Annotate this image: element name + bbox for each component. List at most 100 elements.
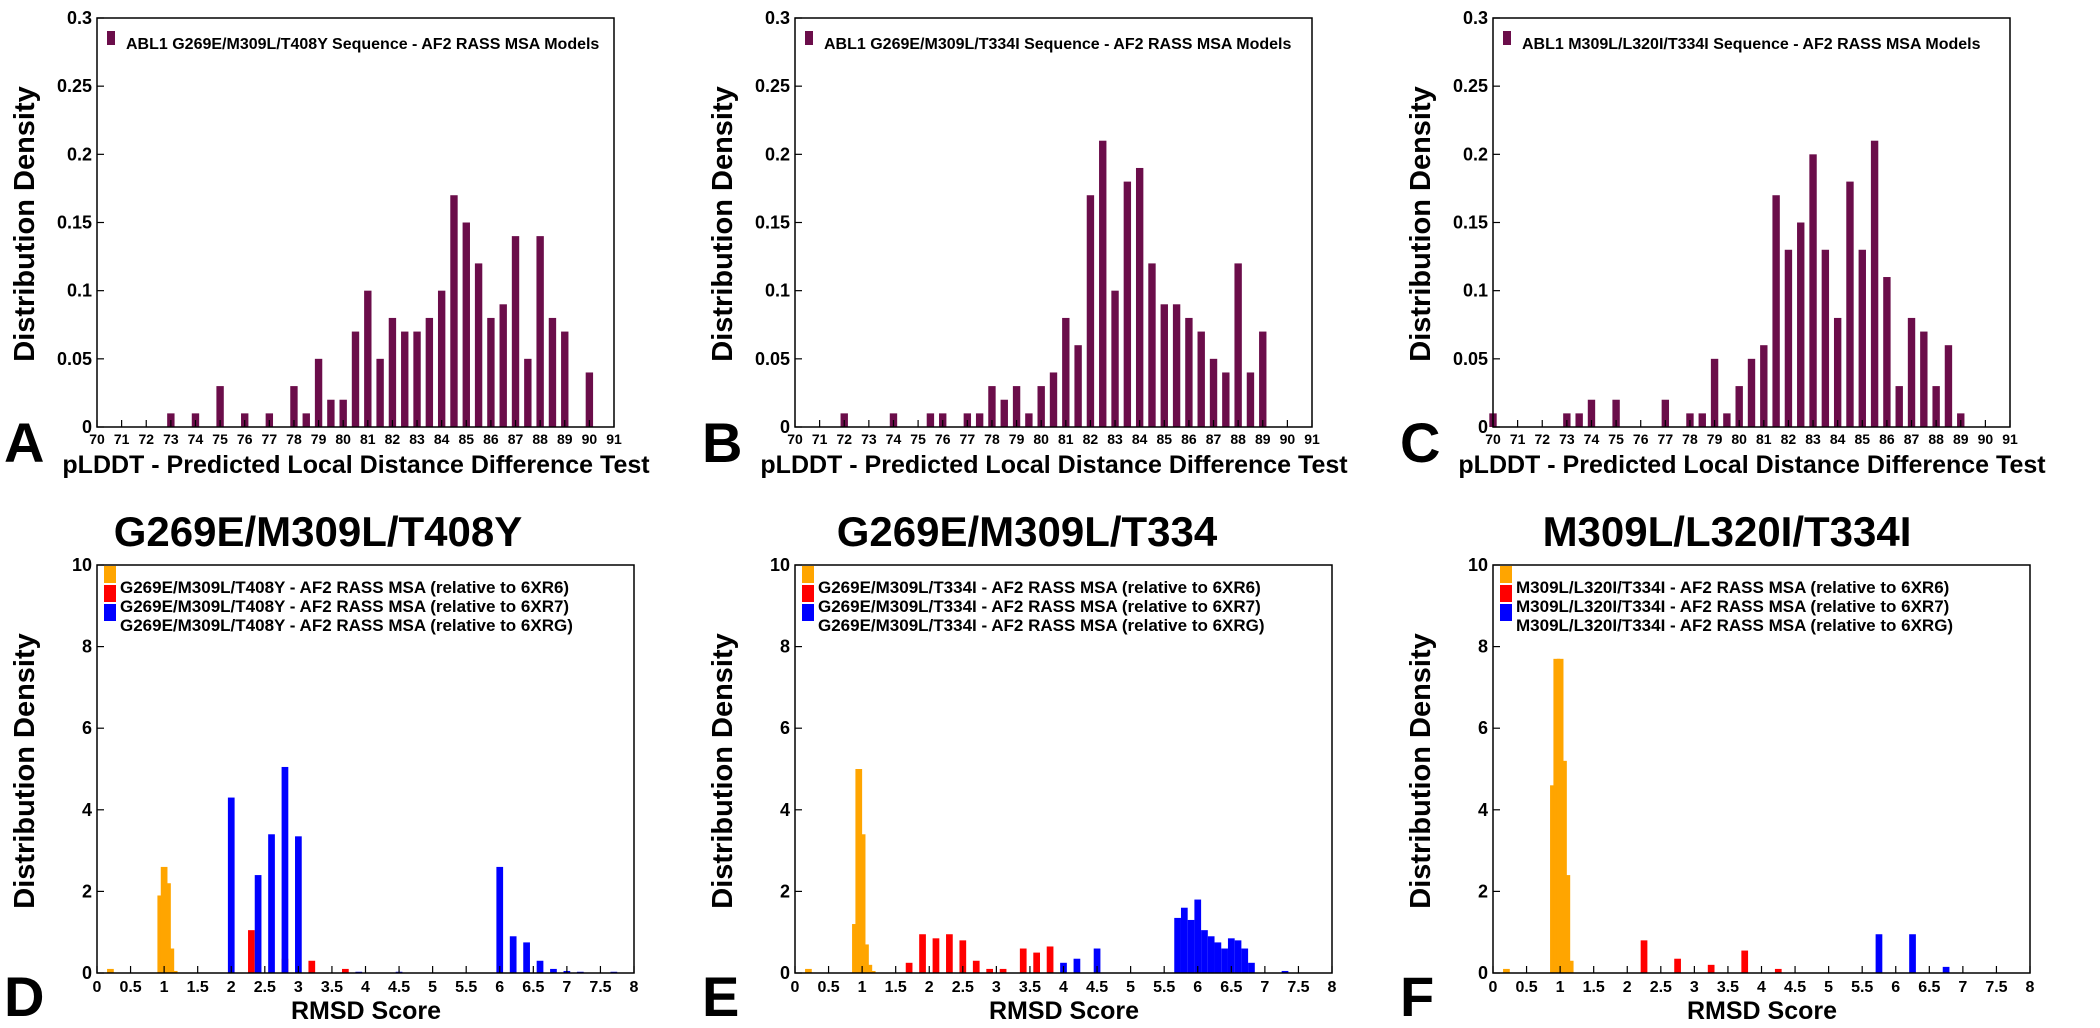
bar-mark — [1587, 399, 1596, 427]
x-axis-label: RMSD Score — [989, 997, 1139, 1025]
x-tick-label: 80 — [1033, 431, 1049, 447]
y-tick-label: 0 — [1478, 963, 1488, 983]
bar-mark — [1895, 386, 1903, 427]
bar-mark — [281, 766, 289, 973]
x-tick-label: 0 — [791, 979, 800, 996]
bar-mark — [1920, 331, 1928, 427]
bar-mark — [1160, 304, 1168, 427]
legend-label: M309L/L320I/T334I - AF2 RASS MSA (relati… — [1516, 597, 1949, 616]
x-tick-label: 87 — [1206, 431, 1222, 447]
x-tick-label: 1.5 — [1583, 979, 1605, 996]
legend-label: ABL1 M309L/L320I/T334I Sequence - AF2 RA… — [1522, 36, 1981, 53]
y-tick-label: 0.25 — [1453, 76, 1488, 96]
y-tick-label: 0 — [82, 963, 92, 983]
x-tick-label: 7 — [1958, 979, 1967, 996]
bar-mark — [858, 834, 866, 973]
x-tick-label: 2 — [1623, 979, 1632, 996]
x-tick-label: 74 — [188, 431, 204, 447]
x-tick-label: 78 — [1682, 431, 1698, 447]
x-axis-label: pLDDT - Predicted Local Distance Differe… — [62, 451, 650, 479]
bar-mark — [1033, 952, 1041, 973]
legend-swatch — [1500, 566, 1512, 583]
bar-mark — [1784, 249, 1793, 427]
bar-mark — [1073, 958, 1081, 973]
row-title-f: M309L/L320I/T334I — [1543, 508, 1912, 555]
bar-mark — [1025, 413, 1033, 427]
bar-mark — [1907, 317, 1916, 427]
legend-swatch — [802, 585, 814, 602]
x-tick-label: 89 — [557, 431, 573, 447]
x-tick-label: 1 — [858, 979, 867, 996]
bar-mark — [905, 962, 913, 973]
bar-mark — [216, 386, 224, 427]
y-tick-label: 0.3 — [765, 8, 790, 28]
x-tick-label: 77 — [1658, 431, 1674, 447]
x-tick-label: 86 — [1879, 431, 1895, 447]
bar-mark — [1123, 181, 1132, 427]
y-tick-label: 0.3 — [1463, 8, 1488, 28]
y-tick-label: 2 — [1478, 881, 1488, 901]
bar-mark — [585, 372, 594, 427]
x-tick-label: 72 — [1534, 431, 1550, 447]
bar-mark — [999, 968, 1007, 973]
x-tick-label: 84 — [1132, 431, 1148, 447]
bar-mark — [1234, 940, 1242, 973]
bar-mark — [1049, 372, 1058, 427]
bar-mark — [548, 317, 557, 427]
bar-mark — [376, 358, 384, 427]
x-tick-label: 5 — [1824, 979, 1833, 996]
bar-mark — [1259, 331, 1267, 427]
y-tick-label: 8 — [780, 637, 790, 657]
bar-mark — [1942, 966, 1950, 973]
x-tick-label: 74 — [1584, 431, 1600, 447]
bar-mark — [524, 358, 532, 427]
bar-mark — [988, 386, 996, 427]
bar-mark — [975, 413, 984, 427]
x-tick-label: 4 — [1059, 979, 1068, 996]
legend-label: G269E/M309L/T334I - AF2 RASS MSA (relati… — [818, 578, 1261, 597]
bar-mark — [1821, 249, 1830, 427]
y-tick-label: 6 — [1478, 718, 1488, 738]
legend-swatch — [1500, 585, 1512, 602]
bar-mark — [1207, 936, 1215, 973]
y-tick-label: 0 — [82, 417, 92, 437]
y-tick-label: 0.15 — [57, 213, 92, 233]
x-tick-label: 83 — [1107, 431, 1123, 447]
bar-mark — [1870, 140, 1879, 427]
legend-swatch — [802, 566, 814, 583]
bar-mark — [1201, 930, 1208, 973]
x-tick-label: 7.5 — [1985, 979, 2007, 996]
legend-label: G269E/M309L/T334I - AF2 RASS MSA (relati… — [818, 616, 1265, 635]
bar-mark — [511, 236, 520, 427]
y-tick-label: 0.2 — [67, 144, 92, 164]
bar-mark — [1174, 917, 1181, 973]
x-axis-label: RMSD Score — [291, 997, 441, 1025]
x-tick-label: 82 — [1083, 431, 1099, 447]
y-tick-label: 0 — [1478, 417, 1488, 437]
bar-mark — [1248, 962, 1255, 973]
chart-panel-d: Distribution Density RMSD Score G269E/M3… — [9, 555, 639, 1025]
x-tick-label: 3 — [992, 979, 1001, 996]
x-tick-label: 4 — [1757, 979, 1766, 996]
bar-mark — [425, 317, 434, 427]
legend-swatch — [104, 566, 116, 583]
x-tick-label: 6.5 — [1220, 979, 1242, 996]
legend-swatch — [805, 31, 813, 45]
bar-mark — [1099, 140, 1107, 427]
x-tick-label: 73 — [163, 431, 179, 447]
bar-mark — [1227, 938, 1235, 973]
y-tick-label: 2 — [780, 881, 790, 901]
y-tick-label: 0.1 — [765, 281, 790, 301]
row-title-d: G269E/M309L/T408Y — [114, 508, 523, 555]
bar-mark — [327, 399, 335, 427]
x-tick-label: 3 — [294, 979, 303, 996]
chart-panel-f: Distribution Density RMSD Score M309L/L3… — [1405, 555, 2035, 1025]
x-tick-label: 71 — [812, 431, 828, 447]
x-tick-label: 7 — [562, 979, 571, 996]
bar-mark — [437, 290, 446, 427]
panel-letter-c: C — [1400, 411, 1440, 474]
x-tick-label: 87 — [508, 431, 524, 447]
bar-mark — [959, 940, 967, 973]
